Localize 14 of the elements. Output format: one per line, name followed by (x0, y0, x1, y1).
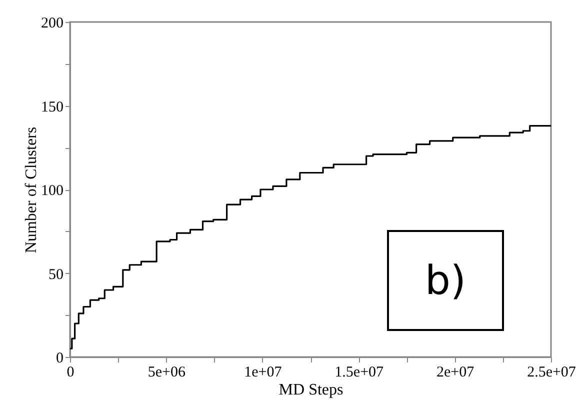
y-tick-label: 0 (56, 350, 64, 366)
y-tick-label: 200 (41, 16, 64, 32)
x-tick-label: 1.5e+07 (334, 364, 384, 380)
x-tick-label: 2.5e+07 (527, 364, 576, 380)
y-tick-label: 100 (41, 183, 64, 199)
y-tick-label: 50 (48, 266, 64, 283)
y-tick-label: 150 (41, 99, 64, 116)
annotation: b) (387, 230, 504, 331)
x-tick-label: 1e+07 (244, 364, 282, 380)
y-axis-title: Number of Clusters (23, 126, 40, 254)
x-tick-label: 0 (66, 364, 74, 380)
x-axis-title: MD Steps (278, 382, 344, 398)
x-tick-label: 5e+06 (148, 364, 186, 380)
x-tick-label: 2e+07 (436, 364, 475, 380)
